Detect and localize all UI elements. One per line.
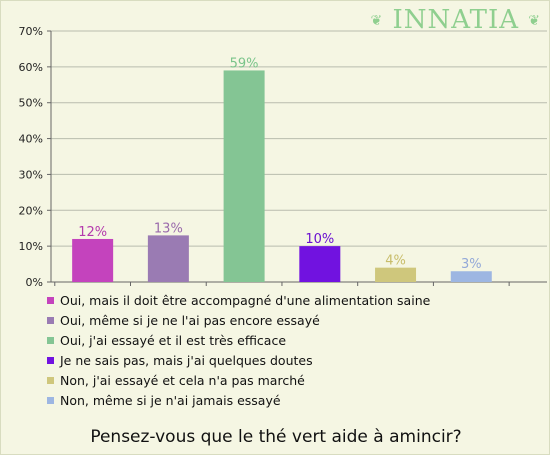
logo-text: INNATIA <box>392 5 519 35</box>
bar <box>147 235 189 282</box>
innatia-logo: ❦ INNATIA ❦ <box>370 5 541 35</box>
legend-swatch <box>47 357 54 364</box>
legend-swatch <box>47 377 54 384</box>
y-tick-label: 30% <box>19 168 43 181</box>
bar-value-label: 13% <box>154 221 183 236</box>
chart-title: Pensez-vous que le thé vert aide à aminc… <box>90 427 462 447</box>
y-tick-label: 20% <box>19 204 43 217</box>
bar-value-label: 59% <box>230 56 259 71</box>
legend-label: Non, même si je n'ai jamais essayé <box>60 393 281 408</box>
bar-value-label: 4% <box>385 254 406 269</box>
bar <box>375 267 417 282</box>
bar <box>223 70 265 282</box>
legend-label: Oui, j'ai essayé et il est très efficace <box>60 333 287 348</box>
y-tick-label: 50% <box>19 97 43 110</box>
bar-value-label: 3% <box>461 257 482 272</box>
bar-chart: 0% 10% 20% 30% 40% 50% 60% 70% 12% 13% 59% 10% 4% 3% <box>19 25 547 289</box>
leaf-ornament-icon: ❦ <box>370 13 384 29</box>
y-tick-label: 10% <box>19 240 43 253</box>
bar <box>450 271 492 282</box>
legend-label: Je ne sais pas, mais j'ai quelques doute… <box>60 353 313 368</box>
legend-label: Oui, mais il doit être accompagné d'une … <box>60 293 431 308</box>
chart-legend: Oui, mais il doit être accompagné d'une … <box>47 291 430 411</box>
legend-item: Oui, mais il doit être accompagné d'une … <box>47 291 430 311</box>
y-tick-label: 70% <box>19 25 43 38</box>
legend-swatch <box>47 397 54 404</box>
bar <box>72 238 114 282</box>
bar-value-label: 10% <box>305 232 334 247</box>
y-tick-label: 0% <box>26 276 43 289</box>
legend-item: Non, même si je n'ai jamais essayé <box>47 391 430 411</box>
leaf-ornament-icon: ❦ <box>528 13 541 29</box>
y-tick-label: 60% <box>19 61 43 74</box>
bar-value-label: 12% <box>78 225 107 240</box>
y-tick-label: 40% <box>19 133 43 146</box>
legend-label: Oui, même si je ne l'ai pas encore essay… <box>60 313 320 328</box>
legend-item: Je ne sais pas, mais j'ai quelques doute… <box>47 351 430 371</box>
legend-item: Oui, j'ai essayé et il est très efficace <box>47 331 430 351</box>
legend-swatch <box>47 337 54 344</box>
legend-swatch <box>47 317 54 324</box>
legend-item: Oui, même si je ne l'ai pas encore essay… <box>47 311 430 331</box>
bar <box>299 246 341 282</box>
legend-label: Non, j'ai essayé et cela n'a pas marché <box>60 373 305 388</box>
legend-swatch <box>47 297 54 304</box>
legend-item: Non, j'ai essayé et cela n'a pas marché <box>47 371 430 391</box>
